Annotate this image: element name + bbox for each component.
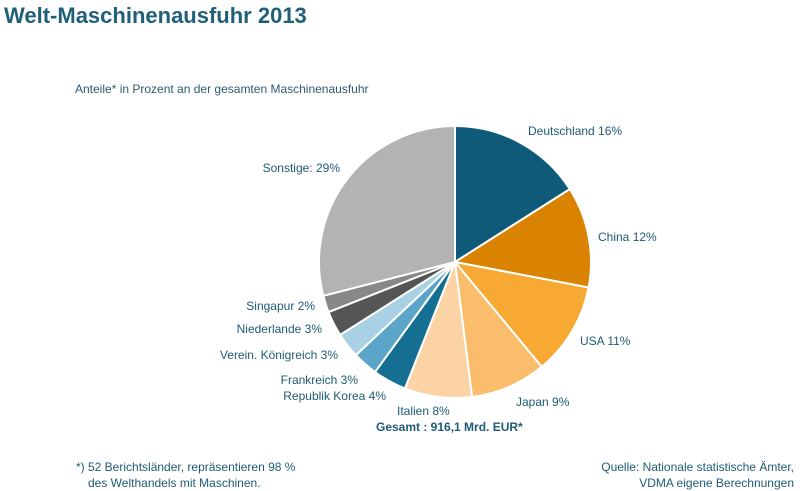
- page-title: Welt-Maschinenausfuhr 2013: [4, 3, 307, 28]
- slice-label-9: Singapur 2%: [246, 299, 315, 313]
- source-line-2: VDMA eigene Berechnungen: [639, 476, 794, 490]
- slice-label-2: USA 11%: [580, 334, 631, 348]
- slice-label-6: Frankreich 3%: [281, 373, 359, 387]
- source-note: Quelle: Nationale statistische Ämter, VD…: [601, 459, 794, 491]
- pie-slices: [318, 124, 592, 399]
- pie-slice-10: [318, 124, 456, 298]
- slice-label-5: Republik Korea 4%: [283, 389, 386, 403]
- slice-label-10: Sonstige: 29%: [263, 161, 341, 175]
- slice-label-0: Deutschland 16%: [528, 124, 622, 138]
- pie-labels: Deutschland 16% China 12% USA 11% Japan 9% I…: [220, 124, 657, 418]
- slice-label-8: Niederlande 3%: [237, 322, 323, 336]
- footnote-line-1: *) 52 Berichtsländer, repräsentieren 98 …: [76, 460, 296, 474]
- chart-subtitle: Anteile* in Prozent an der gesamten Masc…: [75, 82, 369, 96]
- slice-label-3: Japan 9%: [516, 395, 570, 409]
- pie-slice-2: [452, 260, 590, 369]
- slice-label-4: Italien 8%: [397, 404, 450, 418]
- source-line-1: Quelle: Nationale statistische Ämter,: [601, 460, 794, 474]
- slice-label-7: Verein. Königreich 3%: [220, 348, 338, 362]
- pie-slice-1: [452, 187, 592, 289]
- total-label: Gesamt : 916,1 Mrd. EUR*: [376, 420, 523, 434]
- pie-slice-0: [454, 124, 572, 264]
- slice-label-1: China 12%: [598, 230, 657, 244]
- footnote: *) 52 Berichtsländer, repräsentieren 98 …: [76, 459, 295, 491]
- footnote-line-2: des Welthandels mit Maschinen.: [88, 476, 261, 490]
